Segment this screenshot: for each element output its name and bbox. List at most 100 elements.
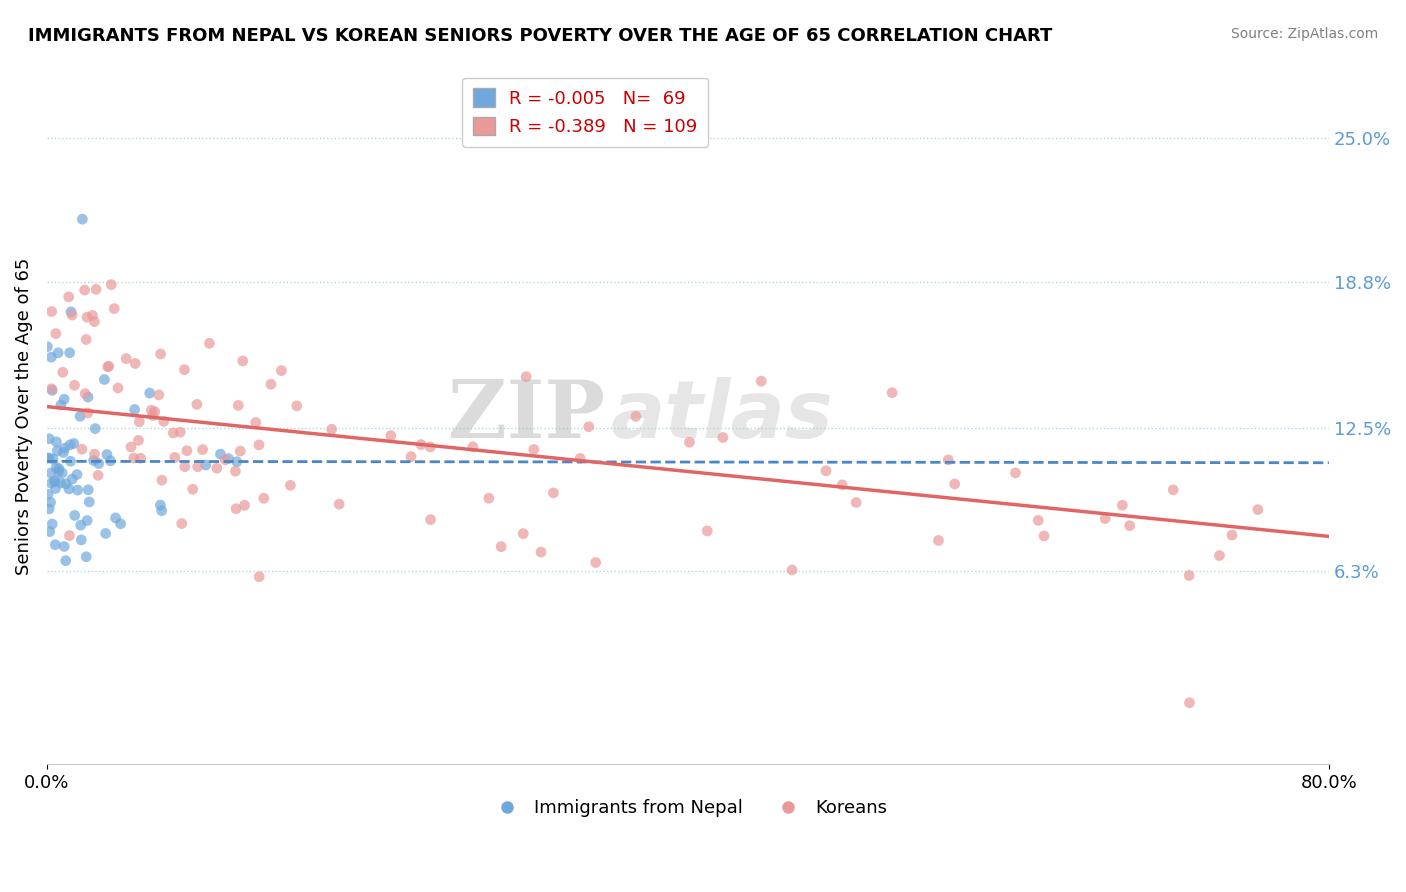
Point — [48, 465, 70, 479]
Point — [585, 556, 607, 570]
Point — [44, 475, 66, 489]
Point — [35, 450, 58, 465]
Legend: Immigrants from Nepal, Koreans: Immigrants from Nepal, Koreans — [481, 792, 894, 824]
Point — [217, 451, 239, 466]
Point — [59, 454, 82, 468]
Point — [1220, 528, 1243, 542]
Point — [260, 377, 283, 392]
Point — [478, 491, 501, 506]
Point — [58, 482, 80, 496]
Point — [63, 508, 86, 523]
Point — [943, 477, 966, 491]
Point — [270, 363, 292, 377]
Point — [37, 487, 59, 501]
Point — [523, 442, 546, 457]
Point — [749, 374, 772, 388]
Point — [122, 450, 145, 465]
Point — [176, 443, 198, 458]
Point — [75, 549, 97, 564]
Point — [399, 450, 422, 464]
Point — [52, 365, 75, 379]
Point — [37, 340, 59, 354]
Point — [69, 518, 91, 533]
Text: ZIP: ZIP — [447, 377, 605, 455]
Point — [83, 315, 105, 329]
Point — [186, 397, 208, 411]
Point — [831, 478, 853, 492]
Point — [84, 421, 107, 435]
Point — [129, 451, 152, 466]
Point — [181, 482, 204, 496]
Point — [124, 402, 146, 417]
Point — [53, 442, 76, 456]
Point — [936, 453, 959, 467]
Point — [162, 425, 184, 440]
Text: IMMIGRANTS FROM NEPAL VS KOREAN SENIORS POVERTY OVER THE AGE OF 65 CORRELATION C: IMMIGRANTS FROM NEPAL VS KOREAN SENIORS … — [28, 27, 1053, 45]
Point — [141, 403, 163, 417]
Point — [578, 419, 600, 434]
Point — [198, 336, 221, 351]
Point — [149, 498, 172, 512]
Point — [73, 283, 96, 297]
Point — [46, 443, 69, 458]
Point — [142, 409, 165, 423]
Point — [247, 570, 270, 584]
Point — [63, 378, 86, 392]
Point — [75, 333, 97, 347]
Point — [38, 450, 60, 465]
Point — [72, 212, 94, 227]
Point — [87, 457, 110, 471]
Point — [58, 290, 80, 304]
Point — [41, 382, 63, 396]
Point — [107, 381, 129, 395]
Point — [148, 388, 170, 402]
Point — [1208, 549, 1230, 563]
Point — [169, 425, 191, 440]
Point — [224, 464, 246, 478]
Point — [280, 478, 302, 492]
Point — [229, 444, 252, 458]
Point — [409, 437, 432, 451]
Point — [94, 526, 117, 541]
Point — [39, 495, 62, 509]
Point — [543, 486, 565, 500]
Point — [58, 528, 80, 542]
Point — [253, 491, 276, 506]
Point — [60, 305, 83, 319]
Point — [569, 451, 592, 466]
Point — [173, 362, 195, 376]
Point — [247, 438, 270, 452]
Point — [53, 392, 76, 407]
Point — [328, 497, 350, 511]
Point — [711, 431, 734, 445]
Point — [100, 277, 122, 292]
Point — [104, 511, 127, 525]
Point — [187, 459, 209, 474]
Point — [46, 346, 69, 360]
Point — [321, 422, 343, 436]
Point — [245, 416, 267, 430]
Point — [44, 538, 66, 552]
Point — [96, 448, 118, 462]
Point — [52, 445, 75, 459]
Point — [103, 301, 125, 316]
Point — [66, 483, 89, 497]
Point — [76, 310, 98, 325]
Point — [815, 464, 838, 478]
Point — [1094, 511, 1116, 525]
Point — [97, 359, 120, 374]
Point — [173, 459, 195, 474]
Point — [489, 540, 512, 554]
Point — [38, 501, 60, 516]
Point — [419, 512, 441, 526]
Point — [49, 475, 72, 490]
Point — [97, 359, 120, 373]
Point — [59, 438, 82, 452]
Point — [209, 447, 232, 461]
Point — [624, 409, 647, 424]
Point — [42, 452, 65, 467]
Point — [84, 282, 107, 296]
Point — [512, 526, 534, 541]
Point — [76, 406, 98, 420]
Point — [39, 466, 62, 480]
